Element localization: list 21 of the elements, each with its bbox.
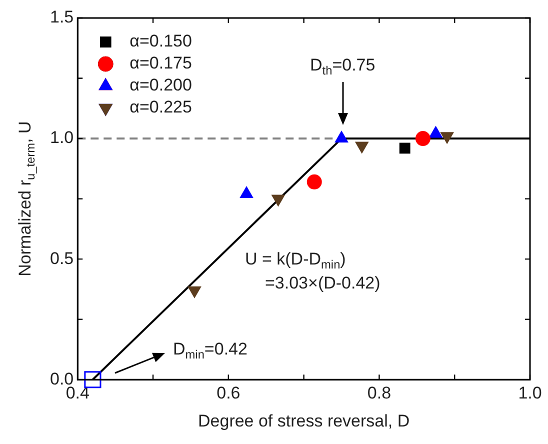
y-tick-label: 0.5: [50, 248, 74, 268]
legend-label: α=0.225: [130, 98, 192, 117]
y-tick-label: 1.5: [50, 8, 74, 27]
legend-label: α=0.175: [130, 54, 192, 73]
point: [399, 142, 410, 154]
point: [84, 371, 102, 388]
y-axis-title: Normalized ru_term, U: [16, 121, 38, 276]
point: [440, 132, 454, 144]
x-tick-label: 0.6: [216, 383, 240, 402]
point: [355, 142, 368, 154]
point: [188, 286, 202, 298]
point: [415, 131, 430, 146]
x-axis-title: Degree of stress reversal, D: [198, 411, 410, 430]
y-tick-label: 1.0: [50, 128, 74, 148]
x-tick-label: 0.8: [367, 383, 392, 402]
point: [306, 174, 322, 190]
legend-label: α=0.200: [130, 76, 192, 95]
legend-label: α=0.150: [130, 32, 192, 51]
point: [272, 194, 285, 206]
annotation: =3.03×(D-0.42): [265, 274, 380, 293]
x-tick-label: 1.0: [518, 383, 542, 402]
